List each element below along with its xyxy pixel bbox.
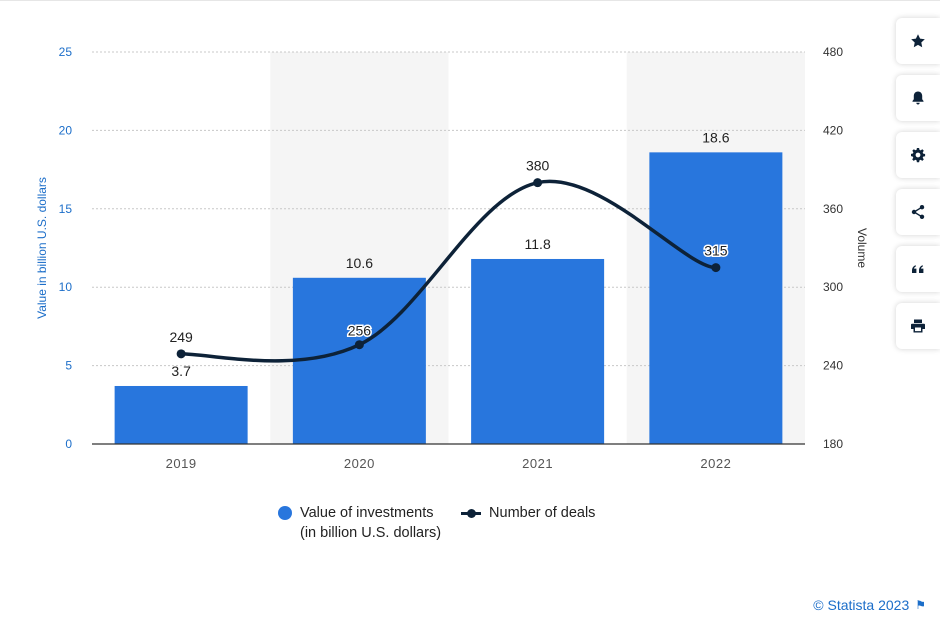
gear-icon	[911, 148, 926, 163]
legend-bar-label-2: (in billion U.S. dollars)	[300, 525, 442, 541]
x-tick-label: 2022	[700, 456, 731, 471]
y-tick-label: 5	[65, 359, 72, 373]
legend-bar-text: Value of investments (in billion U.S. do…	[300, 503, 441, 543]
legend: Value of investments (in billion U.S. do…	[278, 503, 595, 543]
y-tick-label: 10	[59, 280, 73, 294]
line-point-2020	[354, 340, 364, 350]
print-button[interactable]	[896, 303, 940, 349]
y2-tick-label: 360	[823, 202, 843, 216]
legend-line-text: Number of deals	[489, 503, 595, 523]
bar-data-label: 11.8	[525, 236, 551, 252]
notification-button[interactable]	[896, 75, 940, 121]
line-data-label: 249	[169, 329, 193, 345]
bar-data-label: 3.7	[171, 363, 191, 379]
x-tick-label: 2019	[166, 456, 197, 471]
y2-tick-label: 420	[823, 123, 843, 137]
chart-svg: 0 5 10 15 20 25 180 240 300 360 420 480 2019 2020 2021…	[35, 45, 869, 471]
y-tick-label: 20	[59, 123, 73, 137]
share-button[interactable]	[896, 189, 940, 235]
bar-data-label: 18.6	[702, 129, 729, 145]
y2-tick-label: 240	[823, 359, 843, 373]
credit-text: © Statista 2023	[813, 597, 910, 613]
bar-2020	[292, 277, 426, 444]
y-tick-label: 15	[59, 202, 73, 216]
line-point-2019	[176, 349, 186, 359]
settings-button[interactable]	[896, 132, 940, 178]
line-data-label: 256	[348, 323, 372, 339]
side-toolbar	[896, 18, 940, 360]
share-icon	[911, 205, 925, 219]
print-icon	[911, 319, 925, 333]
line-data-label: 380	[526, 158, 550, 174]
legend-item-deals[interactable]: Number of deals	[461, 503, 595, 543]
y2-tick-label: 300	[823, 280, 843, 294]
chart: 0 5 10 15 20 25 180 240 300 360 420 480 2019 2020 2021…	[35, 45, 869, 471]
y2-tick-label: 480	[823, 45, 843, 59]
top-border	[0, 0, 940, 1]
cite-button[interactable]	[896, 246, 940, 292]
line-series-deals	[181, 179, 717, 363]
bar-2019	[114, 385, 248, 444]
legend-line-label: Number of deals	[489, 505, 596, 521]
quote-icon	[912, 265, 924, 273]
y-axis-title: Value in billion U.S. dollars	[35, 177, 49, 319]
statista-credit[interactable]: © Statista 2023 ⚑	[813, 597, 926, 613]
bar-2021	[471, 258, 605, 444]
star-icon	[911, 34, 925, 48]
line-point-2022	[711, 263, 721, 273]
legend-line-swatch	[461, 503, 482, 523]
bar-2022	[649, 152, 783, 445]
y2-axis-title: Volume	[855, 228, 869, 268]
favorite-button[interactable]	[896, 18, 940, 64]
bar-data-label: 10.6	[346, 255, 373, 271]
y-tick-label: 25	[59, 45, 73, 59]
x-tick-label: 2020	[344, 456, 375, 471]
x-tick-label: 2021	[522, 456, 553, 471]
bell-icon	[912, 91, 924, 105]
line-point-2021	[533, 178, 543, 188]
flag-icon: ⚑	[915, 598, 926, 612]
line-data-label: 315	[704, 243, 728, 259]
legend-bar-label-1: Value of investments	[300, 505, 434, 521]
legend-item-investments[interactable]: Value of investments (in billion U.S. do…	[278, 503, 441, 543]
legend-bar-swatch	[278, 506, 292, 520]
y2-tick-label: 180	[823, 437, 843, 451]
y-tick-label: 0	[65, 437, 72, 451]
